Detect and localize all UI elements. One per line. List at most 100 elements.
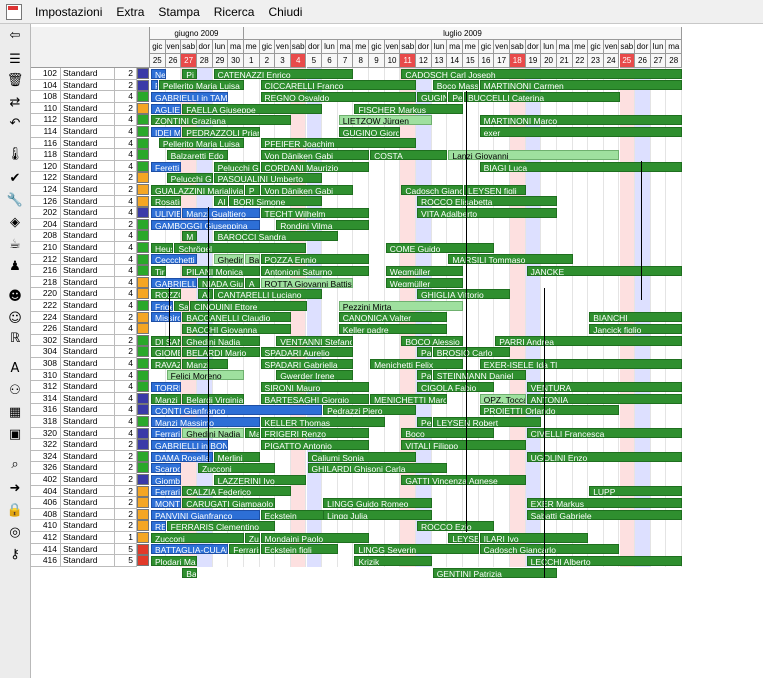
booking-bar[interactable]: LECCHI Alberto	[526, 556, 683, 566]
booking-bar[interactable]: BIAGI Luca	[479, 161, 683, 172]
room-number[interactable]: 312	[31, 381, 61, 393]
booking-bar[interactable]: Giombetti	[151, 474, 182, 485]
booking-bar[interactable]: Pa	[417, 370, 432, 381]
booking-bar[interactable]: DI SANTO Ros	[151, 335, 182, 346]
booking-bar[interactable]: FERRARIS Clementino	[166, 521, 276, 532]
booking-bar[interactable]: ANTONIA	[526, 393, 683, 404]
booking-bar[interactable]: GIOMBETTI	[151, 347, 182, 358]
day-number[interactable]: 8	[353, 54, 370, 68]
day-number[interactable]: 23	[588, 54, 604, 68]
booking-bar[interactable]: Merlini	[213, 451, 260, 462]
booking-bar[interactable]: GAMBOGGI Giuseppina	[151, 219, 260, 230]
booking-bar[interactable]: VITA Adalberto	[417, 208, 557, 218]
booking-bar[interactable]: A	[244, 277, 260, 288]
cd-icon[interactable]: ◎	[9, 525, 21, 540]
booking-bar[interactable]: Scarponi Gabriele	[151, 463, 182, 474]
booking-bar[interactable]: Manzi Massimo	[151, 416, 260, 427]
booking-bar[interactable]: GABRIELLI in TAMPALINI Katia	[151, 92, 229, 102]
booking-bar[interactable]: PIGATTO Antonio	[260, 440, 370, 450]
booking-bar[interactable]: LEYSEN figli	[464, 184, 526, 195]
booking-bar[interactable]: GATTI Vincenza Agnese	[401, 474, 526, 485]
booking-bar[interactable]: Ghedini Nadia	[182, 335, 260, 346]
people-alt-icon[interactable]: ☺	[8, 311, 22, 326]
day-number[interactable]: 28	[196, 54, 213, 68]
room-number[interactable]: 114	[31, 126, 61, 138]
menu-ricerca[interactable]: Ricerca	[213, 4, 255, 19]
booking-bar[interactable]: CIVELLI Francesca	[526, 428, 683, 439]
booking-bar[interactable]: STEINMANN Daniel	[432, 370, 526, 381]
booking-bar[interactable]: GABRIELLI in BONDIO Roberta	[151, 440, 229, 450]
booking-bar[interactable]: Pe	[448, 92, 463, 102]
day-number[interactable]: 7	[337, 54, 354, 68]
day-number[interactable]: 17	[494, 54, 510, 68]
booking-bar[interactable]: Rondini Vilma	[276, 219, 370, 230]
room-number[interactable]: 212	[31, 253, 61, 266]
booking-bar[interactable]: Pelucchi Giaco	[166, 173, 213, 184]
swap-icon[interactable]: ⇄	[9, 95, 21, 110]
room-number[interactable]: 316	[31, 404, 61, 416]
booking-bar[interactable]: GUGINO Giorgio	[338, 126, 401, 137]
booking-bar[interactable]: VITALI Filippo	[401, 440, 526, 450]
day-number[interactable]: 20	[541, 54, 557, 68]
booking-bar[interactable]: BORI Simone	[229, 196, 323, 207]
menu-chiudi[interactable]: Chiudi	[268, 4, 303, 19]
notes-icon[interactable]: ☰	[9, 52, 21, 67]
room-number[interactable]: 414	[31, 543, 61, 556]
booking-bar[interactable]: Pellerito Maria Luisa	[158, 80, 244, 91]
booking-bar[interactable]: BOCO Alessio	[401, 335, 463, 346]
booking-bar[interactable]: FISCHER Markus	[354, 103, 463, 114]
undo-icon[interactable]: ↶	[9, 116, 21, 131]
booking-bar[interactable]: CARUGATI Giampaolo	[182, 498, 276, 508]
room-number[interactable]: 126	[31, 195, 61, 208]
exit-arrow-icon[interactable]: ➜	[9, 481, 21, 496]
booking-bar[interactable]: MENICHETTI Marco	[370, 393, 448, 404]
booking-bar[interactable]: VENTURA	[526, 382, 683, 392]
room-number[interactable]: 124	[31, 184, 61, 196]
booking-bar[interactable]: SPADARI Aurelio	[260, 347, 354, 358]
booking-bar[interactable]: Pezzini Mirta	[338, 300, 463, 311]
booking-bar[interactable]: REGNO Osvaldo	[260, 92, 417, 102]
booking-bar[interactable]: Sartor	[174, 300, 190, 311]
booking-bar[interactable]: MONTI Ferdi	[151, 498, 182, 508]
booking-bar[interactable]: BROSIO Carlo	[432, 347, 510, 358]
booking-bar[interactable]: ULIVIERI Giovanni	[151, 208, 182, 218]
booking-bar[interactable]: CORDANI Maurizio	[260, 161, 370, 172]
booking-bar[interactable]: Von Däniken Gabi	[260, 150, 370, 160]
day-number[interactable]: 13	[431, 54, 448, 68]
day-number[interactable]: 29	[212, 54, 229, 68]
booking-bar[interactable]: LINGG Severin	[354, 544, 479, 555]
booking-bar[interactable]: GUGINI	[417, 92, 448, 102]
booking-bar[interactable]: NIADA Giuseppe	[197, 277, 244, 288]
day-number[interactable]: 25	[150, 54, 166, 68]
room-number[interactable]: 322	[31, 439, 61, 451]
day-number[interactable]: 15	[463, 54, 479, 68]
booking-bar[interactable]: PANVINI Gianfranco	[151, 509, 260, 520]
day-number[interactable]: 6	[322, 54, 338, 68]
booking-bar[interactable]: Heusser	[151, 242, 174, 253]
day-number[interactable]: 14	[447, 54, 463, 68]
room-number[interactable]: 116	[31, 137, 61, 150]
booking-bar[interactable]: Pi	[182, 68, 197, 79]
booking-bar[interactable]: LEYSEN Robert	[432, 416, 542, 427]
people-icon[interactable]: ☻	[8, 289, 22, 304]
booking-bar[interactable]: COSTA	[370, 150, 448, 160]
home-arrow-icon[interactable]: ⇦	[9, 28, 21, 43]
booking-bar[interactable]: TORRI Luciano	[151, 382, 182, 392]
booking-bar[interactable]: EXER-ISELE Ida Tl	[479, 358, 683, 369]
day-number[interactable]: 5	[306, 54, 323, 68]
booking-bar[interactable]: Sabatti Gabriele	[526, 509, 683, 520]
room-number[interactable]: 118	[31, 149, 61, 161]
room-number[interactable]: 304	[31, 346, 61, 358]
room-number[interactable]: 210	[31, 242, 61, 254]
booking-bar[interactable]: Cadosch Giancarlo	[401, 184, 463, 195]
room-number[interactable]: 410	[31, 520, 61, 532]
booking-bar[interactable]: COME Guido	[385, 242, 495, 253]
booking-bar[interactable]: CATENAZZI Enrico	[213, 68, 354, 79]
room-number[interactable]: 220	[31, 288, 61, 300]
booking-bar[interactable]: BARTESAGHI Giorgio	[260, 393, 370, 404]
day-number[interactable]: 4	[290, 54, 307, 68]
booking-bar[interactable]: Pe	[417, 416, 432, 427]
booking-bar[interactable]: LAZZERINI Ivo	[213, 474, 307, 485]
booking-bar[interactable]: CONTI Gianfranco	[151, 405, 323, 416]
booking-bar[interactable]: GENTINI Patrizia	[432, 567, 557, 578]
